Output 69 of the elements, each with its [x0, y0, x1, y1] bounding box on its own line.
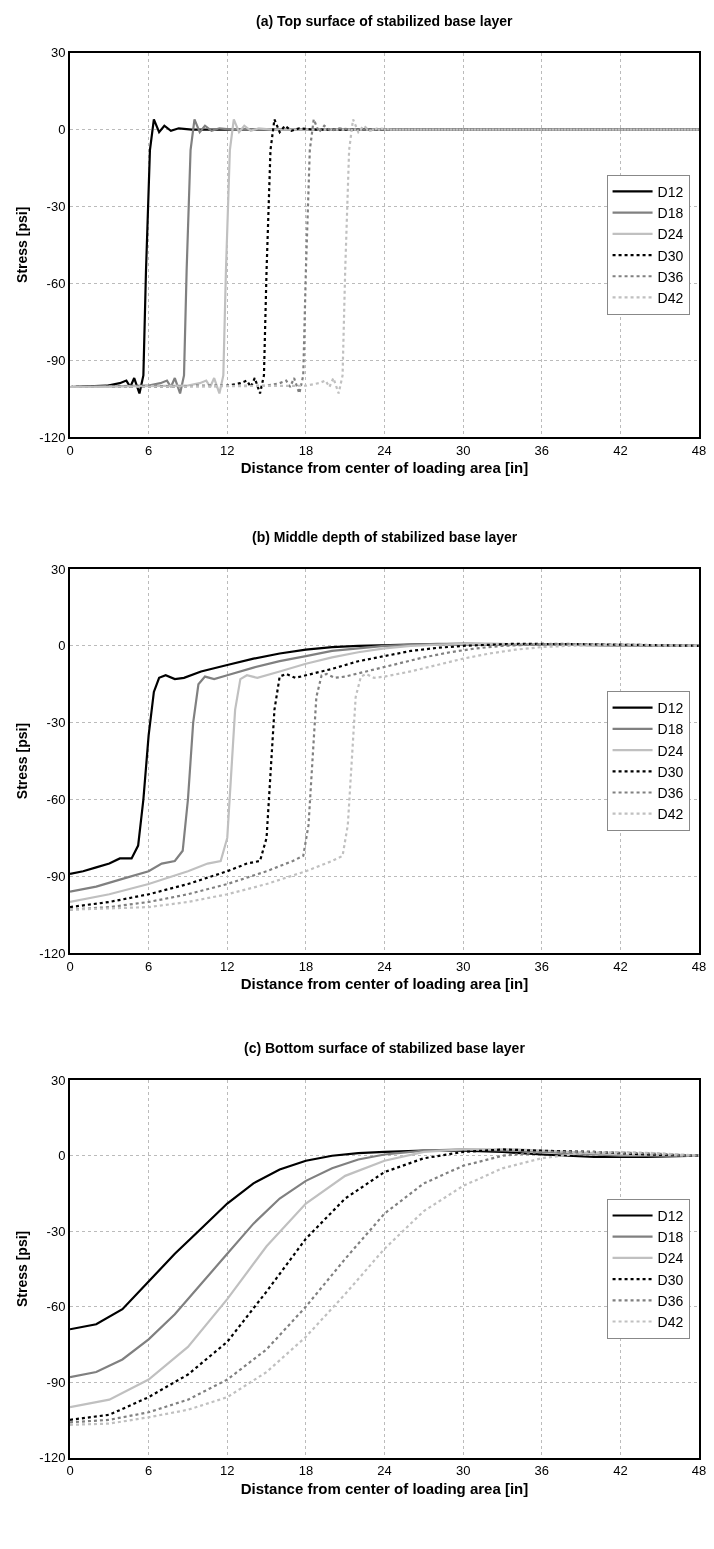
chart-title: (b) Middle depth of stabilized base layer: [252, 529, 518, 545]
y-tick-label: 30: [50, 45, 66, 61]
legend-label: D42: [657, 806, 684, 823]
legend-label: D36: [657, 268, 684, 285]
legend-label: D36: [657, 1292, 684, 1309]
y-tick-label: -90: [46, 1374, 66, 1390]
x-tick-label: 42: [613, 1463, 628, 1479]
x-tick-label: 6: [145, 1463, 153, 1479]
legend-label: D24: [657, 226, 684, 243]
legend-label: D18: [657, 1229, 684, 1246]
x-axis-title: Distance from center of loading area [in]: [240, 975, 529, 993]
y-tick-label: -30: [46, 715, 66, 731]
y-tick-label: -90: [46, 352, 66, 368]
y-tick-label: 0: [58, 1148, 66, 1164]
x-tick-label: 24: [377, 442, 392, 458]
legend-label: D18: [657, 721, 684, 738]
x-tick-label: 18: [298, 958, 314, 974]
x-tick-label: 36: [534, 442, 549, 458]
legend-label: D30: [657, 247, 684, 264]
legend-label: D18: [657, 205, 684, 222]
x-tick-label: 30: [455, 1463, 471, 1479]
x-tick-label: 30: [455, 442, 471, 458]
legend-label: D42: [657, 289, 684, 306]
y-tick-label: -120: [39, 1450, 66, 1466]
x-tick-label: 36: [534, 958, 549, 974]
legend-label: D36: [657, 784, 684, 801]
x-axis-title: Distance from center of loading area [in]: [240, 1479, 529, 1497]
legend-label: D12: [657, 183, 684, 200]
y-axis-title: Stress [psi]: [14, 722, 31, 800]
y-axis-title: Stress [psi]: [14, 206, 31, 283]
x-axis-title: Distance from center of loading area [in]: [240, 459, 529, 477]
chart-title: (a) Top surface of stabilized base layer: [256, 13, 514, 29]
chart-title: (c) Bottom surface of stabilized base layer: [244, 1040, 526, 1056]
y-tick-label: -120: [39, 945, 66, 961]
x-tick-label: 12: [220, 958, 235, 974]
y-tick-label: -30: [46, 198, 66, 214]
y-tick-label: 0: [58, 638, 66, 654]
x-tick-label: 48: [691, 1463, 707, 1479]
x-tick-label: 42: [613, 958, 628, 974]
x-tick-label: 36: [534, 1463, 549, 1479]
y-tick-label: -90: [46, 868, 66, 884]
y-tick-label: -60: [46, 275, 66, 291]
y-tick-label: -60: [46, 1299, 66, 1315]
legend-label: D24: [657, 742, 684, 759]
x-tick-label: 48: [691, 442, 707, 458]
x-tick-label: 18: [298, 442, 314, 458]
legend-label: D12: [657, 1207, 684, 1224]
legend-label: D12: [657, 700, 684, 717]
legend-label: D42: [657, 1313, 684, 1330]
y-tick-label: 30: [50, 561, 66, 577]
y-tick-label: 30: [50, 1072, 66, 1088]
x-tick-label: 12: [220, 1463, 235, 1479]
y-tick-label: -60: [46, 792, 66, 808]
x-tick-label: 24: [377, 958, 392, 974]
x-tick-label: 42: [613, 442, 628, 458]
x-tick-label: 12: [220, 442, 235, 458]
y-tick-label: -30: [46, 1223, 66, 1239]
legend-label: D24: [657, 1250, 684, 1267]
y-tick-label: 0: [58, 122, 66, 138]
legend-label: D30: [657, 1271, 684, 1288]
x-tick-label: 24: [377, 1463, 392, 1479]
x-tick-label: 30: [455, 958, 471, 974]
legend-label: D30: [657, 763, 684, 780]
x-tick-label: 6: [145, 958, 153, 974]
y-axis-title: Stress [psi]: [14, 1230, 31, 1308]
x-tick-label: 18: [298, 1463, 314, 1479]
y-tick-label: -120: [39, 429, 66, 445]
x-tick-label: 6: [145, 442, 153, 458]
x-tick-label: 48: [691, 958, 707, 974]
